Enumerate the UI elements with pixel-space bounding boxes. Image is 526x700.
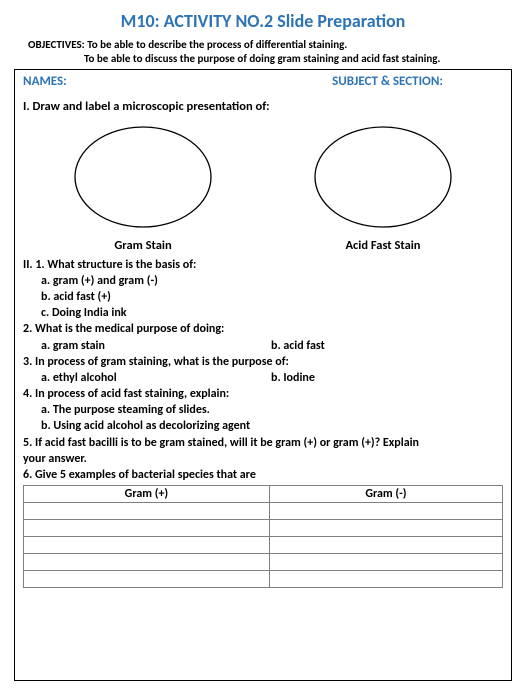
cell	[24, 503, 270, 520]
section-i-heading: I. Draw and label a microscopic presenta…	[23, 99, 503, 114]
q2-sub: a. gram stain b. acid fast	[23, 338, 503, 354]
questions-block: II. 1. What structure is the basis of: a…	[23, 257, 503, 484]
q2a: a. gram stain	[41, 338, 271, 354]
q5: 5. If acid fast bacilli is to be gram st…	[23, 435, 503, 451]
worksheet-box: NAMES: SUBJECT & SECTION: I. Draw and la…	[14, 69, 512, 681]
cell	[24, 520, 270, 537]
cell	[269, 554, 502, 571]
q-ii1c: c. Doing India ink	[41, 305, 503, 321]
q6: 6. Give 5 examples of bacterial species …	[23, 467, 503, 483]
objectives-line1: To be able to describe the process of di…	[87, 38, 347, 51]
cell	[269, 503, 502, 520]
col-gram-pos: Gram (+)	[24, 486, 270, 503]
header-row: NAMES: SUBJECT & SECTION:	[23, 74, 503, 89]
gram-stain-box: Gram Stain	[68, 122, 218, 253]
table-row	[24, 554, 503, 571]
gram-stain-circle	[68, 122, 218, 232]
q4: 4. In process of acid fast staining, exp…	[23, 386, 503, 402]
cell	[269, 537, 502, 554]
acid-fast-circle	[308, 122, 458, 232]
table-row	[24, 503, 503, 520]
q-ii1a: a. gram (+) and gram (-)	[41, 273, 503, 289]
q3: 3. In process of gram staining, what is …	[23, 354, 503, 370]
q5b: your answer.	[23, 451, 503, 467]
cell	[269, 520, 502, 537]
q2: 2. What is the medical purpose of doing:	[23, 321, 503, 337]
q3-sub: a. ethyl alcohol b. Iodine	[23, 370, 503, 386]
page-title: M10: ACTIVITY NO.2 Slide Preparation	[14, 10, 512, 32]
cell	[24, 554, 270, 571]
gram-stain-label: Gram Stain	[68, 238, 218, 253]
gram-table: Gram (+) Gram (-)	[23, 485, 503, 588]
table-row	[24, 571, 503, 588]
acid-fast-box: Acid Fast Stain	[308, 122, 458, 253]
q3a: a. ethyl alcohol	[41, 370, 271, 386]
objectives-label: OBJECTIVES:	[28, 38, 85, 51]
objectives-line2: To be able to discuss the purpose of doi…	[84, 52, 512, 66]
q3b: b. Iodine	[271, 370, 315, 386]
q2b: b. acid fast	[271, 338, 325, 354]
col-gram-neg: Gram (-)	[269, 486, 502, 503]
table-row	[24, 520, 503, 537]
cell	[24, 571, 270, 588]
cell	[24, 537, 270, 554]
q-ii1: II. 1. What structure is the basis of:	[23, 257, 503, 273]
q4a: a. The purpose steaming of slides.	[41, 402, 503, 418]
objectives-block: OBJECTIVES: To be able to describe the p…	[28, 38, 512, 67]
names-label: NAMES:	[23, 74, 67, 89]
subject-label: SUBJECT & SECTION:	[332, 74, 443, 89]
circles-row: Gram Stain Acid Fast Stain	[23, 122, 503, 253]
q4b: b. Using acid alcohol as decolorizing ag…	[41, 418, 503, 434]
q-ii1b: b. acid fast (+)	[41, 289, 503, 305]
table-row	[24, 537, 503, 554]
table-header-row: Gram (+) Gram (-)	[24, 486, 503, 503]
cell	[269, 571, 502, 588]
acid-fast-label: Acid Fast Stain	[308, 238, 458, 253]
